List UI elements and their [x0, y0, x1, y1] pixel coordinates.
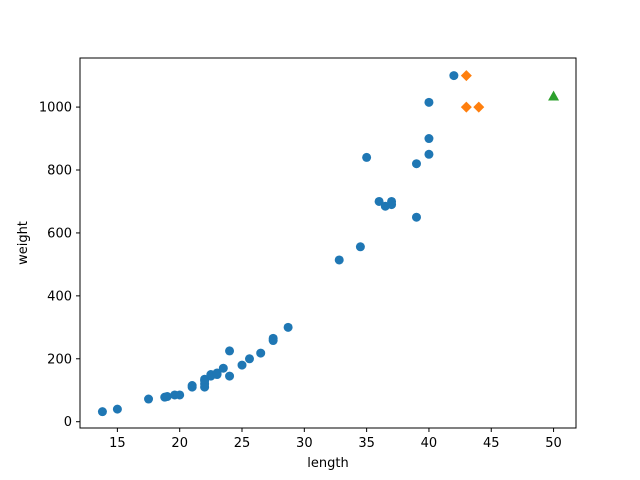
data-point-series0-4	[162, 392, 172, 402]
x-axis-ticks: 15 20 25 30 35 40 45 50	[109, 428, 562, 451]
y-axis-label: weight	[16, 221, 31, 265]
plot-area	[79, 57, 577, 429]
data-point-series0-19	[225, 346, 235, 356]
data-point-series0-20	[237, 360, 247, 370]
y-tick-label-5: 1000	[39, 101, 72, 116]
x-tick-label-2: 25	[234, 436, 251, 451]
x-tick-label-5: 40	[421, 436, 438, 451]
data-point-series0-24	[268, 333, 278, 343]
data-point-series0-33	[411, 212, 421, 222]
data-points	[97, 70, 560, 417]
data-point-series0-6	[175, 390, 185, 400]
data-point-series0-21	[244, 354, 254, 364]
x-axis-label: length	[307, 456, 348, 471]
data-point-series0-27	[355, 242, 365, 252]
data-point-series0-35	[424, 149, 434, 159]
y-tick-label-4: 800	[47, 164, 72, 179]
data-point-series0-8	[187, 381, 197, 391]
x-tick-label-1: 20	[171, 436, 188, 451]
data-point-series0-37	[424, 97, 434, 107]
x-tick-label-4: 35	[358, 436, 375, 451]
y-tick-label-3: 600	[47, 226, 72, 241]
data-point-series0-26	[334, 255, 344, 265]
y-tick-label-1: 200	[47, 352, 72, 367]
y-tick-label-0: 0	[64, 415, 72, 430]
y-axis-ticks: 0 200 400 600 800 1000	[39, 101, 80, 430]
data-point-series1-2	[473, 101, 485, 113]
data-point-series0-0	[97, 407, 107, 417]
data-point-series0-2	[144, 394, 154, 404]
data-point-series0-28	[362, 152, 372, 162]
data-point-series0-25	[283, 322, 293, 332]
data-point-series0-1	[112, 404, 122, 414]
data-point-series0-29	[374, 196, 384, 206]
y-tick-label-2: 400	[47, 289, 72, 304]
x-tick-label-7: 50	[545, 436, 562, 451]
data-point-series0-22	[256, 348, 266, 358]
x-tick-label-6: 45	[483, 436, 500, 451]
data-point-series0-34	[411, 159, 421, 169]
data-point-series0-16	[212, 368, 222, 378]
data-point-series2-0	[548, 90, 560, 101]
data-point-series0-17	[218, 363, 228, 373]
x-tick-label-3: 30	[296, 436, 313, 451]
data-point-series0-32	[387, 196, 397, 206]
data-point-series0-36	[424, 134, 434, 144]
data-point-series0-18	[225, 371, 235, 381]
data-point-series1-1	[460, 101, 472, 113]
x-tick-label-0: 15	[109, 436, 126, 451]
data-point-series0-38	[449, 71, 459, 81]
data-point-series1-0	[460, 70, 472, 82]
